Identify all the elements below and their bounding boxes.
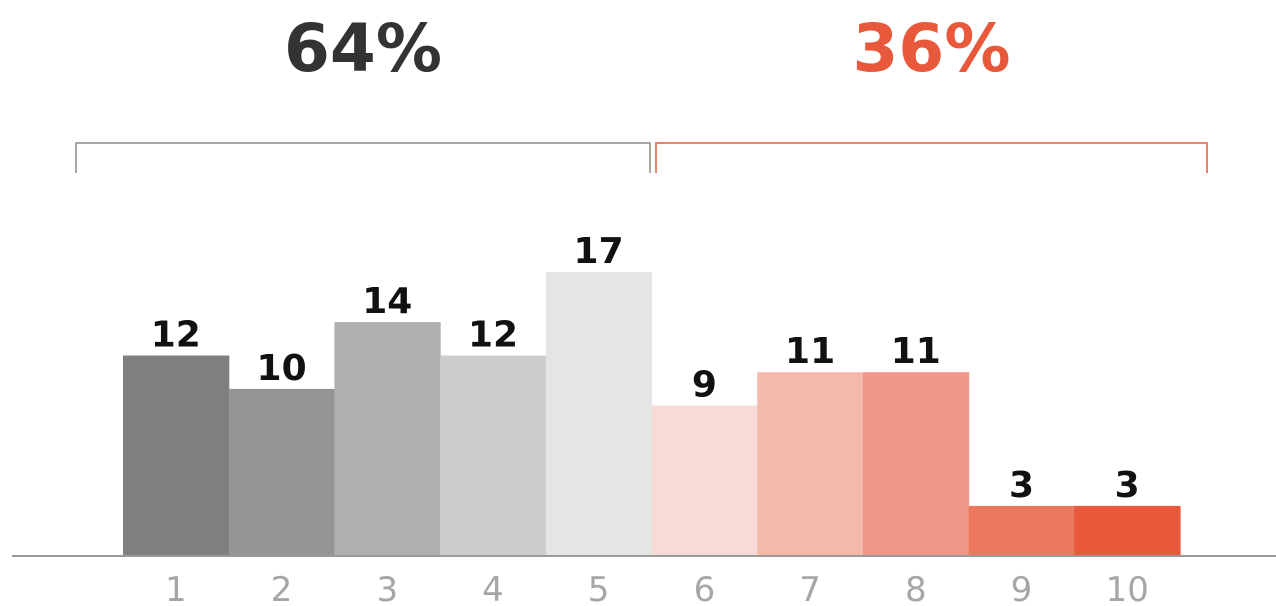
data-label-2: 10 [257,348,307,389]
x-tick-label-9: 9 [1011,570,1033,606]
data-label-1: 12 [151,315,201,356]
bar-4 [440,355,547,556]
data-label-7: 11 [785,331,835,372]
bar-3 [334,322,441,556]
data-label-10: 3 [1115,465,1140,506]
bar-10 [1074,505,1181,556]
bar-9 [968,505,1075,556]
data-labels: 12 10 14 12 17 9 11 11 3 3 [151,231,1140,506]
group-annotations: 64% 36% [75,10,1208,173]
data-label-9: 3 [1009,465,1034,506]
data-label-6: 9 [692,365,717,406]
bar-6 [651,405,758,556]
data-label-5: 17 [574,231,624,272]
bar-1 [123,355,230,556]
group-bracket-2 [655,142,1208,173]
x-tick-label-1: 1 [165,570,187,606]
x-tick-label-6: 6 [694,570,716,606]
bar-7 [757,372,864,556]
x-axis-ticks: 1 2 3 4 5 6 7 8 9 10 [165,570,1149,606]
group-percentage-2: 36% [853,10,1011,87]
bar-8 [862,372,970,556]
data-label-3: 14 [362,281,412,322]
data-label-8: 11 [891,331,941,372]
x-tick-label-4: 4 [482,570,504,606]
bar-2 [228,388,335,556]
x-tick-label-7: 7 [799,570,821,606]
x-tick-label-5: 5 [588,570,610,606]
x-tick-label-8: 8 [905,570,927,606]
group-bracket-1 [75,142,651,173]
group-percentage-1: 64% [284,10,442,87]
bar-5 [545,272,653,556]
bars [123,272,1181,556]
x-tick-label-10: 10 [1106,570,1149,606]
x-tick-label-3: 3 [376,570,398,606]
data-label-4: 12 [468,315,518,356]
x-tick-label-2: 2 [271,570,293,606]
